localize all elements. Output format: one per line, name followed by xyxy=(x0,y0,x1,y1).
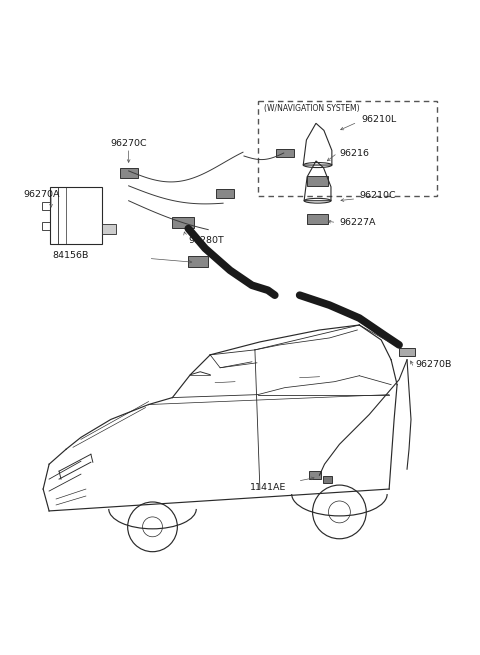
FancyBboxPatch shape xyxy=(188,256,208,267)
Bar xyxy=(258,102,437,196)
Text: 84156B: 84156B xyxy=(52,251,89,260)
Text: 96227A: 96227A xyxy=(339,218,376,227)
Text: 96210L: 96210L xyxy=(361,115,396,124)
Bar xyxy=(42,221,50,229)
FancyBboxPatch shape xyxy=(307,176,328,186)
FancyBboxPatch shape xyxy=(307,214,328,223)
Text: 96210C: 96210C xyxy=(360,191,396,200)
Text: 1141AE: 1141AE xyxy=(250,483,286,491)
Bar xyxy=(102,223,116,234)
Text: 96216: 96216 xyxy=(339,149,370,157)
FancyBboxPatch shape xyxy=(216,189,234,198)
Bar xyxy=(50,187,102,244)
FancyBboxPatch shape xyxy=(120,168,138,178)
FancyBboxPatch shape xyxy=(309,471,321,479)
Text: (W/NAVIGATION SYSTEM): (W/NAVIGATION SYSTEM) xyxy=(264,104,360,113)
FancyBboxPatch shape xyxy=(399,348,415,356)
FancyBboxPatch shape xyxy=(276,149,294,157)
Bar xyxy=(42,202,50,210)
Text: 96280T: 96280T xyxy=(188,236,224,245)
FancyBboxPatch shape xyxy=(323,476,333,483)
FancyBboxPatch shape xyxy=(172,217,194,228)
Text: 96270C: 96270C xyxy=(110,139,147,147)
Text: 96270B: 96270B xyxy=(415,360,451,369)
Text: 96270A: 96270A xyxy=(23,190,60,199)
